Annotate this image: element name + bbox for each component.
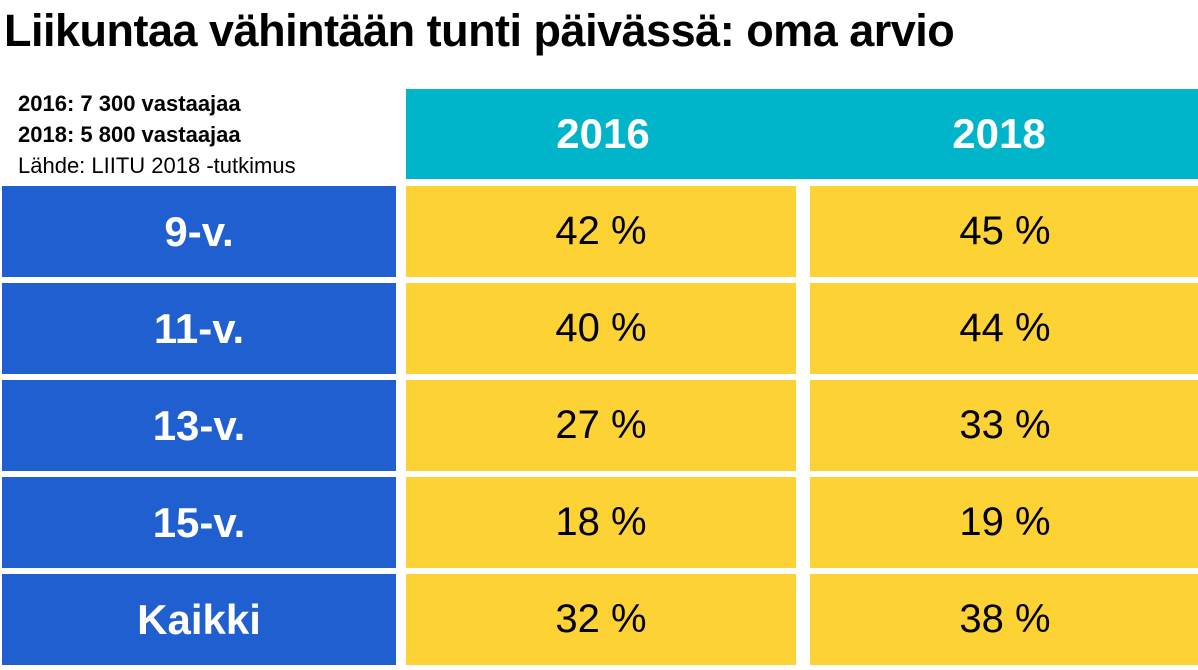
row-label-0: 9-v.	[2, 186, 396, 277]
row-label-2: 13-v.	[2, 380, 396, 471]
value-cell-1-1: 44 %	[810, 283, 1198, 374]
value-cell-0-0: 42 %	[406, 186, 796, 277]
value-cell-4-1: 38 %	[810, 574, 1198, 665]
value-cell-2-1: 33 %	[810, 380, 1198, 471]
row-label-4: Kaikki	[2, 574, 396, 665]
row-label-3: 15-v.	[2, 477, 396, 568]
respondents-2016: 2016: 7 300 vastaajaa	[18, 91, 241, 116]
column-header-2016: 2016	[406, 89, 800, 179]
info-block: 2016: 7 300 vastaajaa 2018: 5 800 vastaa…	[18, 88, 398, 181]
respondents-2018: 2018: 5 800 vastaajaa	[18, 122, 241, 147]
value-cell-2-0: 27 %	[406, 380, 796, 471]
value-cell-3-0: 18 %	[406, 477, 796, 568]
row-label-1: 11-v.	[2, 283, 396, 374]
column-header-2018: 2018	[800, 89, 1198, 179]
value-cell-3-1: 19 %	[810, 477, 1198, 568]
value-cell-0-1: 45 %	[810, 186, 1198, 277]
value-cell-4-0: 32 %	[406, 574, 796, 665]
source-note: Lähde: LIITU 2018 -tutkimus	[18, 153, 296, 178]
value-cell-1-0: 40 %	[406, 283, 796, 374]
chart-title: Liikuntaa vähintään tunti päivässä: oma …	[4, 5, 955, 56]
